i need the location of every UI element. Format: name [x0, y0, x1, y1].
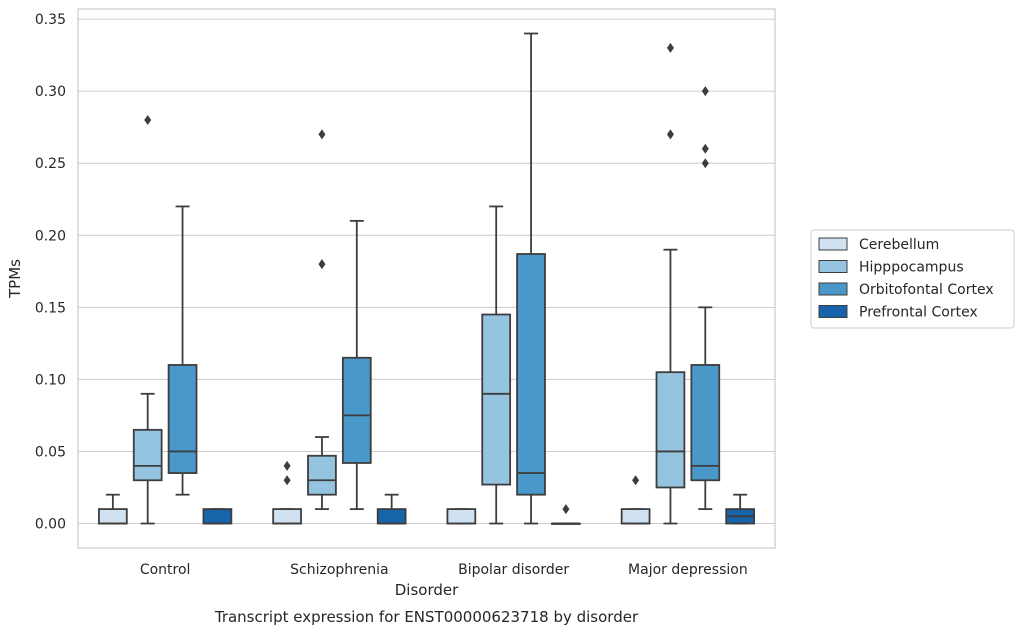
outlier-point [666, 129, 674, 140]
box-body [516, 253, 546, 496]
axes-frame [77, 8, 776, 549]
legend-swatch [818, 237, 848, 251]
box-hipppocampus [307, 129, 337, 510]
y-tick-label: 0.05 [35, 444, 66, 460]
box-hipppocampus [655, 42, 686, 525]
x-tick-label: Bipolar disorder [458, 562, 569, 578]
box-cerebellum [620, 475, 651, 525]
x-axis-label: Disorder [395, 581, 459, 599]
legend-frame [810, 229, 1015, 329]
outlier-point [666, 42, 674, 53]
plot-area [98, 32, 755, 525]
outlier-point [144, 114, 152, 125]
box-cerebellum [272, 460, 302, 525]
x-tick-label: Major depression [628, 562, 748, 578]
legend-entry: Hipppocampus [818, 260, 964, 276]
box-body [307, 454, 337, 496]
legend-label: Cerebellum [859, 237, 939, 253]
legend-label: Prefrontal Cortex [859, 305, 978, 321]
box-body [272, 508, 302, 525]
y-tick-label: 0.10 [35, 372, 66, 388]
legend-label: Orbitofontal Cortex [859, 282, 994, 298]
box-prefrontal-cortex [725, 493, 755, 525]
legend-swatch [818, 260, 848, 273]
y-tick-label: 0.15 [35, 300, 66, 316]
legend-label: Hipppocampus [859, 260, 964, 276]
box-hipppocampus [481, 205, 512, 525]
box-body [376, 508, 407, 525]
box-body [655, 371, 686, 489]
outlier-point [632, 475, 640, 486]
box-orbitofontal-cortex [341, 219, 372, 510]
box-body [481, 313, 512, 486]
legend-swatch [818, 305, 848, 318]
box-cerebellum [98, 493, 128, 525]
y-tick-label: 0.30 [35, 84, 66, 100]
outlier-point [562, 504, 570, 515]
box-body [98, 508, 128, 525]
outlier-point [283, 460, 291, 471]
x-tick-label: Schizophrenia [290, 562, 388, 578]
box-orbitofontal-cortex [167, 205, 198, 496]
outlier-point [318, 129, 326, 140]
y-tick-label: 0.35 [35, 12, 66, 28]
box-body [341, 356, 372, 464]
box-body [620, 508, 651, 525]
y-tick-label: 0.25 [35, 156, 66, 172]
outlier-point [283, 475, 291, 486]
legend-entry: Prefrontal Cortex [818, 305, 978, 321]
box-body [446, 508, 477, 525]
legend-entry: Orbitofontal Cortex [818, 282, 994, 298]
box-orbitofontal-cortex [516, 32, 546, 525]
box-body [202, 508, 233, 525]
legend: Cerebellum Hipppocampus Orbitofontal Corte… [810, 229, 1015, 329]
outlier-point [701, 158, 709, 169]
box-body [132, 428, 163, 482]
box-prefrontal-cortex [551, 504, 581, 525]
legend-entry: Cerebellum [818, 237, 939, 253]
outlier-point [318, 259, 326, 270]
y-tick-label: 0.20 [35, 228, 66, 244]
y-axis-label: TPMs [6, 259, 24, 299]
outlier-point [701, 143, 709, 154]
box-body [167, 364, 198, 474]
box-cerebellum [446, 508, 477, 525]
legend-swatch [818, 282, 848, 296]
x-tick-label: Control [140, 562, 191, 578]
box-prefrontal-cortex [376, 493, 407, 525]
y-axis-ticks: 0.00 0.05 0.10 0.15 0.20 0.25 0.30 0.35 [35, 12, 66, 532]
chart-caption: Transcript expression for ENST0000062371… [214, 608, 639, 626]
box-hipppocampus [132, 114, 163, 525]
box-body [690, 364, 721, 482]
x-axis-ticks: Control Schizophrenia Bipolar disorder Majo… [140, 562, 748, 578]
box-prefrontal-cortex [202, 508, 233, 525]
outlier-point [701, 86, 709, 97]
box-orbitofontal-cortex [690, 86, 721, 510]
y-tick-label: 0.00 [35, 517, 66, 533]
